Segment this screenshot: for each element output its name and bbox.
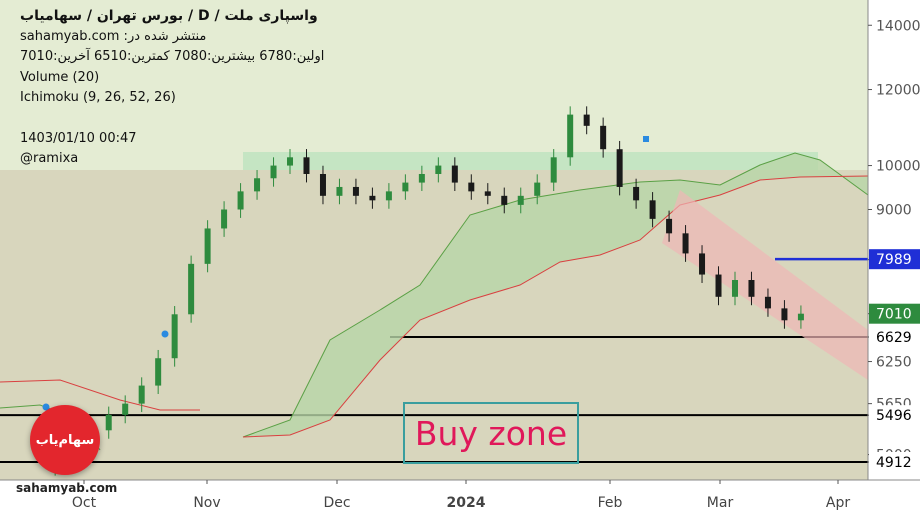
y-tick-label: 14000 [876, 18, 920, 34]
candle-body [303, 157, 310, 174]
candle-body [748, 280, 755, 297]
candle-body [435, 165, 442, 174]
candle-body [319, 173, 326, 196]
signal-marker [161, 330, 169, 338]
senkou-span-a-line [242, 152, 869, 438]
candle-body [731, 280, 738, 297]
x-tick-label: Nov [193, 495, 220, 510]
candle-body [715, 274, 722, 297]
candle-body [418, 173, 425, 183]
candle-body [237, 191, 244, 210]
price-tag-label: 5496 [876, 408, 912, 424]
candle-body [649, 200, 656, 219]
candle-body [666, 218, 673, 234]
candle-body [254, 178, 261, 192]
candle-body [402, 182, 409, 192]
published-on: sahamyab.com :منتشر شده در [20, 28, 207, 44]
price-tag-bg [869, 405, 920, 426]
price-tag-label: 4912 [876, 455, 912, 471]
kijun-shaded-region [0, 170, 868, 480]
y-tick-label: 9000 [876, 202, 912, 218]
senkou-span-b-line [242, 175, 869, 438]
candle-body [534, 182, 541, 196]
symbol-title: واسپاری ملت / D / بورس تهران / سهامیاب [20, 8, 318, 24]
x-tick-label: Oct [72, 495, 97, 510]
resistance-band [243, 152, 818, 170]
candle-body [616, 149, 623, 187]
candle-body [797, 313, 804, 321]
candle-body [204, 228, 211, 264]
volume-indicator-label: Volume (20) [20, 69, 100, 85]
candle-body [138, 385, 145, 404]
candle-body [171, 314, 178, 359]
x-tick-label: Dec [323, 495, 350, 510]
price-tag-label: 7010 [876, 307, 912, 323]
candle-body [336, 186, 343, 196]
candle-body [484, 191, 491, 196]
candle-body [550, 157, 557, 183]
candle-body [188, 263, 195, 315]
price-tag-bg [869, 452, 920, 472]
price-tag-bg [869, 303, 920, 324]
candle-body [633, 186, 640, 201]
price-tag-bg [869, 327, 920, 347]
price-tag-bg [869, 249, 920, 270]
candle-body [385, 191, 392, 201]
candle-body [764, 296, 771, 309]
signal-marker [643, 136, 649, 142]
author-handle: @ramixa [20, 151, 79, 166]
candle-body [583, 114, 590, 126]
candle-body [468, 182, 475, 192]
x-tick-label: Apr [826, 495, 850, 510]
candle-body [122, 403, 129, 415]
descending-channel [662, 190, 868, 380]
buy-zone-annotation: Buy zone [403, 402, 579, 464]
candle-body [270, 165, 277, 179]
candle-body [600, 125, 607, 150]
kijun-line [0, 379, 200, 411]
candle-body [352, 186, 359, 196]
price-tag-label: 7989 [876, 252, 912, 268]
y-tick-label: 10000 [876, 159, 920, 175]
ichimoku-cloud [243, 153, 868, 437]
candle-body [517, 195, 524, 205]
candle-body [682, 233, 689, 254]
y-tick-label: 6250 [876, 355, 912, 371]
price-tag-label: 6629 [876, 330, 912, 346]
sahamyab-logo: سهام‌یاب [30, 405, 100, 475]
logo-text: سهام‌یاب [35, 432, 95, 448]
candle-body [451, 165, 458, 183]
candle-body [155, 358, 162, 386]
x-tick-label: Feb [598, 495, 623, 510]
candle-body [501, 195, 508, 205]
candle-body [699, 253, 706, 275]
chart-info-panel: واسپاری ملت / D / بورس تهران / سهامیاب s… [20, 6, 324, 170]
candle-body [105, 414, 112, 431]
x-tick-label: 2024 [447, 495, 486, 510]
x-tick-label: Mar [707, 495, 734, 510]
watermark: sahamyab.com [16, 481, 118, 495]
ohlc-values: اولین:6780 بیشترین:7080 کمترین:6510 آخری… [20, 49, 325, 64]
candle-body [369, 195, 376, 201]
candle-body [287, 157, 294, 166]
timestamp: 1403/01/10 00:47 [20, 130, 137, 146]
time-axis-background [0, 480, 920, 510]
candle-body [781, 308, 788, 321]
candle-body [567, 114, 574, 158]
candle-body [221, 209, 228, 229]
ichimoku-indicator-label: Ichimoku (9, 26, 52, 26) [20, 90, 176, 105]
y-tick-label: 12000 [876, 83, 920, 99]
